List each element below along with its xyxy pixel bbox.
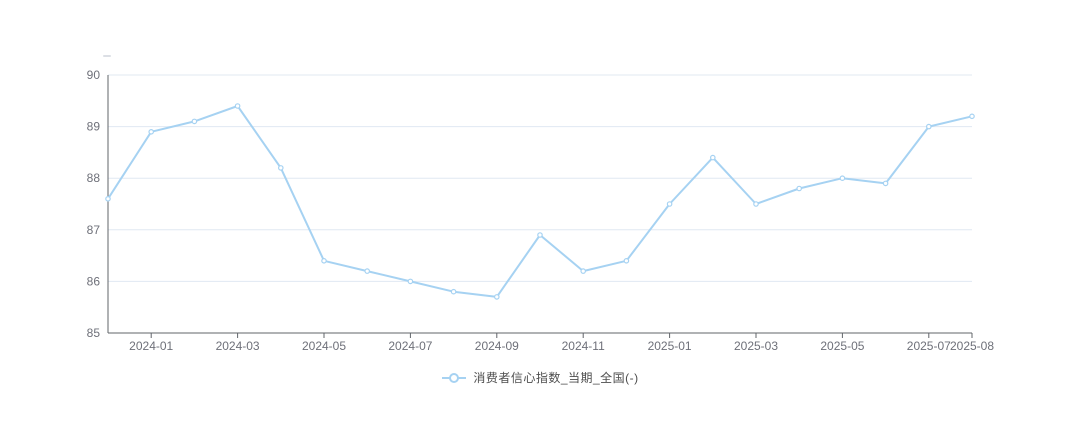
- data-point[interactable]: [191, 118, 198, 125]
- data-point[interactable]: [277, 165, 284, 171]
- data-point[interactable]: [493, 294, 500, 300]
- data-point[interactable]: [450, 288, 457, 295]
- data-point[interactable]: [321, 257, 327, 264]
- data-point[interactable]: [580, 268, 587, 274]
- x-axis-label: 2024-07: [388, 339, 432, 353]
- data-point[interactable]: [234, 103, 241, 109]
- data-point[interactable]: [666, 201, 673, 207]
- data-point[interactable]: [882, 180, 889, 187]
- x-axis-label: 2024-01: [129, 339, 173, 353]
- dash-mark-icon: [103, 55, 111, 57]
- x-axis-label: 2025-08: [950, 339, 994, 353]
- y-axis-label: 86: [87, 274, 101, 288]
- x-axis-label: 2024-09: [475, 339, 519, 353]
- data-point[interactable]: [364, 268, 371, 274]
- data-point[interactable]: [537, 232, 543, 238]
- data-point[interactable]: [623, 257, 630, 264]
- y-axis-label: 90: [87, 68, 101, 82]
- data-point[interactable]: [407, 278, 414, 285]
- legend-label: 消费者信心指数_当期_全国(-): [473, 371, 639, 385]
- y-axis-label: 85: [87, 326, 101, 340]
- x-axis-label: 2025-01: [648, 339, 692, 353]
- data-point[interactable]: [105, 196, 111, 202]
- data-point[interactable]: [148, 129, 155, 135]
- y-axis-label: 88: [87, 171, 101, 185]
- x-axis-label: 2025-03: [734, 339, 778, 353]
- data-point[interactable]: [753, 201, 759, 207]
- data-point[interactable]: [925, 123, 932, 130]
- y-axis-label: 87: [87, 223, 101, 237]
- x-axis-label: 2024-11: [562, 339, 605, 353]
- x-axis-label: 2025-07: [907, 339, 951, 353]
- legend-line-marker-icon: [442, 373, 467, 383]
- legend-item[interactable]: 消费者信心指数_当期_全国(-): [0, 370, 1080, 386]
- data-point[interactable]: [839, 175, 846, 182]
- x-axis-label: 2024-05: [302, 339, 346, 353]
- y-axis-label: 89: [87, 120, 101, 134]
- series-line: [107, 105, 973, 298]
- data-point[interactable]: [969, 113, 975, 120]
- x-axis-label: 2024-03: [216, 339, 260, 353]
- data-point[interactable]: [796, 185, 803, 192]
- x-axis-label: 2025-05: [820, 339, 864, 353]
- data-point[interactable]: [709, 154, 716, 161]
